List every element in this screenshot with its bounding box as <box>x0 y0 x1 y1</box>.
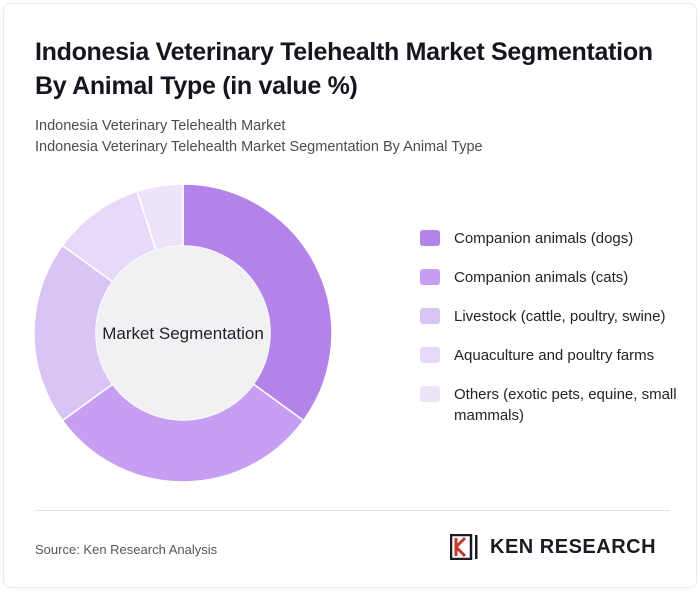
legend-item-cats: Companion animals (cats) <box>419 267 679 288</box>
chart-subtitle-market: Indonesia Veterinary Telehealth Market <box>35 118 286 134</box>
legend-item-livestock: Livestock (cattle, poultry, swine) <box>419 306 679 327</box>
legend-label-livestock: Livestock (cattle, poultry, swine) <box>454 308 666 325</box>
chart-card: Indonesia Veterinary Telehealth Market S… <box>3 3 697 588</box>
ken-research-logo-icon <box>450 534 478 560</box>
chart-title: Indonesia Veterinary Telehealth Market S… <box>35 38 653 100</box>
donut-center <box>96 246 270 420</box>
donut-center-label: Market Segmentation <box>102 324 264 343</box>
legend-label-others: Others (exotic pets, equine, small mamma… <box>454 386 677 424</box>
legend-label-dogs: Companion animals (dogs) <box>454 230 634 247</box>
legend-swatch-others <box>420 386 440 402</box>
legend-swatch-dogs <box>420 230 440 246</box>
chart-legend: Companion animals (dogs) Companion anima… <box>419 228 679 444</box>
legend-label-aquaculture: Aquaculture and poultry farms <box>454 347 655 364</box>
legend-swatch-aquaculture <box>420 347 440 363</box>
legend-swatch-livestock <box>420 308 440 324</box>
ken-research-logo: KEN RESEARCH <box>450 532 674 564</box>
legend-item-dogs: Companion animals (dogs) <box>419 228 679 249</box>
legend-label-cats: Companion animals (cats) <box>454 269 629 286</box>
ken-research-logo-text: KEN RESEARCH <box>490 536 657 558</box>
source-note: Source: Ken Research Analysis <box>35 542 218 557</box>
footer-divider <box>35 510 670 511</box>
chart-subtitle-segmentation: Indonesia Veterinary Telehealth Market S… <box>35 139 483 155</box>
legend-item-others: Others (exotic pets, equine, small mamma… <box>419 384 679 426</box>
donut-chart: Market Segmentation <box>33 183 333 483</box>
legend-swatch-cats <box>420 269 440 285</box>
legend-item-aquaculture: Aquaculture and poultry farms <box>419 345 679 366</box>
